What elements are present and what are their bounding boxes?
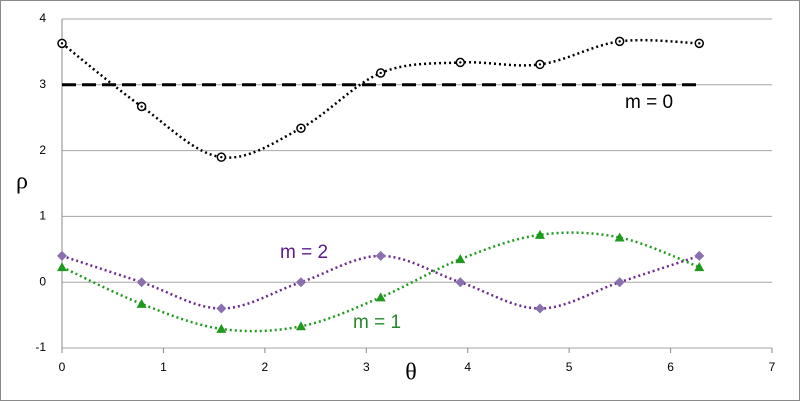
- x-tick-label: 7: [769, 360, 776, 374]
- marker: [614, 232, 625, 242]
- marker-dot: [220, 155, 223, 159]
- marker: [534, 303, 545, 314]
- marker: [295, 277, 306, 288]
- y-tick-label: 0: [39, 274, 46, 288]
- annotation: m = 2: [280, 242, 328, 263]
- marker: [216, 323, 227, 333]
- x-tick-label: 4: [464, 360, 471, 374]
- marker-dot: [60, 42, 64, 45]
- marker: [375, 292, 386, 302]
- marker-dot: [379, 71, 382, 75]
- annotation: m = 0: [625, 92, 673, 113]
- x-tick-label: 0: [59, 360, 66, 374]
- marker-dot: [538, 63, 542, 66]
- marker: [375, 250, 386, 261]
- marker: [136, 277, 147, 288]
- marker: [57, 262, 67, 272]
- marker: [295, 321, 306, 331]
- y-tick-label: 1: [39, 209, 46, 223]
- marker: [455, 254, 466, 264]
- y-axis-label: ρ: [16, 169, 28, 195]
- x-axis-label: θ: [405, 360, 417, 386]
- y-tick-label: -1: [35, 340, 46, 354]
- x-tick-label: 6: [667, 360, 674, 374]
- marker: [216, 303, 227, 314]
- marker-dot: [140, 105, 143, 108]
- marker: [455, 277, 466, 288]
- marker-dot: [618, 40, 621, 43]
- marker: [136, 298, 147, 308]
- y-tick-label: 4: [39, 11, 46, 25]
- y-tick-label: 2: [39, 143, 46, 157]
- marker: [534, 229, 545, 239]
- marker-dot: [299, 127, 303, 130]
- y-tick-label: 3: [39, 77, 46, 91]
- x-tick-label: 5: [566, 360, 573, 374]
- x-tick-label: 1: [160, 360, 167, 374]
- x-tick-label: 3: [363, 360, 370, 374]
- marker: [694, 250, 705, 261]
- marker: [614, 277, 625, 288]
- marker: [57, 250, 67, 261]
- annotation: m = 1: [353, 312, 401, 333]
- marker-dot: [698, 42, 701, 45]
- marker-dot: [459, 61, 462, 64]
- marker: [694, 262, 705, 272]
- x-tick-label: 2: [262, 360, 269, 374]
